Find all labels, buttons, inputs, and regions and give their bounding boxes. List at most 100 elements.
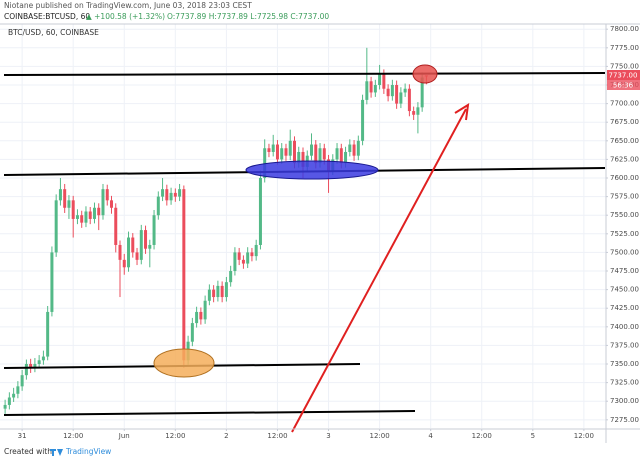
candle-body [250, 252, 254, 257]
candle-body [386, 88, 390, 97]
candle-body [399, 92, 403, 104]
byline: Niotane published on TradingView.com, Ju… [4, 1, 252, 10]
x-tick-label: 12:00 [472, 432, 492, 440]
candle-body [390, 85, 394, 97]
candle-body [352, 144, 356, 156]
candle-body [88, 211, 92, 219]
footer-brand[interactable]: TradingView [65, 447, 111, 456]
candle-body [348, 144, 352, 152]
candle-body [322, 148, 326, 160]
candle-body [58, 189, 62, 201]
candle-body [190, 323, 194, 342]
candle-body [105, 189, 109, 201]
candle-body [267, 148, 271, 152]
y-tick-label: 7525.00 [610, 230, 639, 238]
candle-body [310, 144, 314, 156]
candle-body [275, 144, 279, 160]
x-tick-label: 12:00 [63, 432, 83, 440]
candle-body [75, 215, 79, 219]
countdown: 56:36 [613, 82, 634, 90]
y-tick-label: 7775.00 [610, 44, 639, 52]
x-tick-label: 5 [531, 432, 535, 440]
candle-body [365, 81, 369, 100]
candle-body [407, 88, 411, 112]
candle-body [178, 189, 182, 197]
y-tick-label: 7400.00 [610, 323, 639, 331]
y-tick-label: 7500.00 [610, 248, 639, 256]
arrow-head [454, 103, 470, 121]
candle-body [41, 356, 45, 361]
symbol: COINBASE:BTCUSD, 60 [4, 12, 90, 21]
candle-body [241, 259, 245, 264]
x-tick-label: 2 [224, 432, 228, 440]
candle-body [199, 311, 203, 320]
candle-body [118, 244, 122, 260]
candle-body [420, 77, 424, 108]
y-tick-label: 7325.00 [610, 379, 639, 387]
candle-body [395, 85, 399, 104]
candle-body [131, 237, 135, 253]
highlight-ellipse [153, 348, 215, 378]
candle-body [195, 311, 199, 324]
candle-body [297, 151, 301, 164]
candle-body [114, 207, 118, 245]
footer-created: Created with [4, 447, 52, 456]
candle-body [288, 140, 292, 156]
candle-body [237, 252, 241, 260]
candle-body [246, 252, 250, 264]
price-axis: 7275.00 7300.00 7325.00 7350.00 7375.00 7400.… [606, 25, 639, 424]
y-tick-label: 7275.00 [610, 416, 639, 424]
candle-body [292, 140, 296, 164]
candle-body [301, 151, 305, 167]
candle-body [369, 81, 373, 93]
y-tick-label: 7375.00 [610, 341, 639, 349]
candle-body [152, 215, 156, 245]
x-tick-label: 3 [326, 432, 330, 440]
candle-body [356, 140, 360, 156]
candle-body [148, 244, 152, 249]
y-tick-label: 7800.00 [610, 25, 639, 33]
candle-body [144, 230, 148, 249]
y-tick-label: 7750.00 [610, 62, 639, 70]
y-tick-label: 7575.00 [610, 193, 639, 201]
candle-body [314, 144, 318, 164]
candle-body [135, 252, 139, 260]
trend-arrow [291, 108, 467, 433]
candle-body [382, 73, 386, 89]
y-tick-label: 7475.00 [610, 267, 639, 275]
candle-body [101, 189, 105, 216]
candle-body [254, 244, 258, 257]
candle-body [335, 148, 339, 160]
candle-body [339, 148, 343, 164]
y-tick-label: 7675.00 [610, 118, 639, 126]
y-tick-label: 7425.00 [610, 304, 639, 312]
candle-body [169, 192, 173, 201]
change: ▲ +100.58 (+1.32%) [86, 12, 165, 21]
candle-body [280, 148, 284, 160]
candle-body [16, 386, 20, 394]
highlight-ellipse [245, 160, 379, 180]
y-tick-label: 7625.00 [610, 155, 639, 163]
candle-body [71, 200, 75, 219]
candle-body [378, 73, 382, 86]
candle-body [284, 148, 288, 156]
last-price: 7737.00 [609, 72, 638, 80]
candle-body [373, 85, 377, 93]
candle-body [165, 189, 169, 201]
candle-body [12, 393, 16, 398]
candle-body [182, 189, 186, 361]
resistance-line [3, 72, 606, 76]
countdown-box [607, 80, 640, 90]
x-tick-label: 31 [18, 432, 27, 440]
candle-body [127, 237, 131, 268]
candle-body [122, 259, 126, 268]
brand-logo [50, 449, 63, 456]
x-tick-label: 4 [428, 432, 433, 440]
candle-body [20, 375, 24, 387]
candle-body [173, 192, 177, 197]
candle-body [220, 285, 224, 298]
candle-body [233, 252, 237, 272]
candle-body [258, 178, 262, 245]
